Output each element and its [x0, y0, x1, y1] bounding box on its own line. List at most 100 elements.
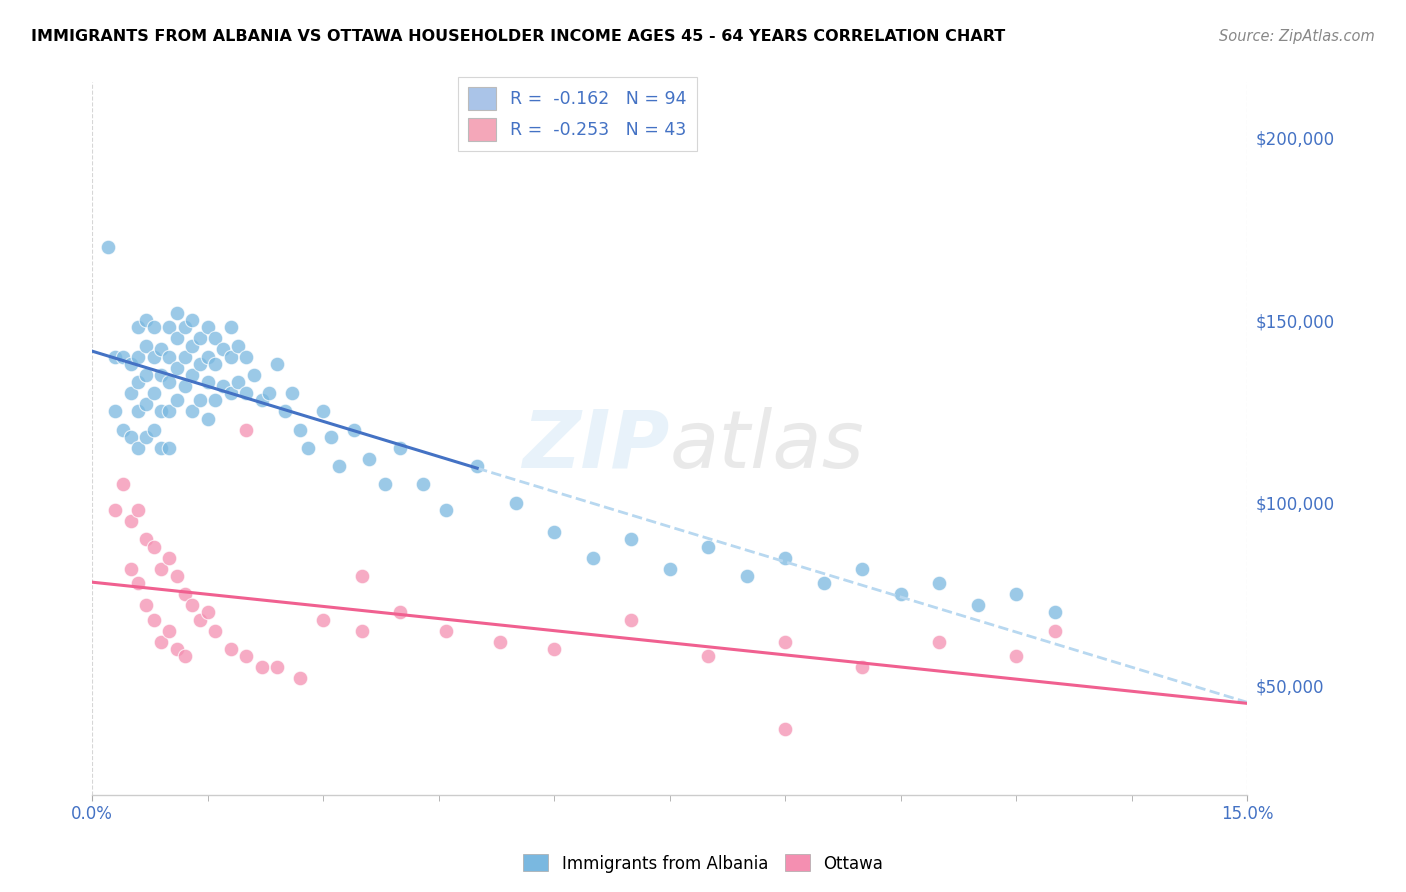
Point	[135, 397, 157, 411]
Text: Source: ZipAtlas.com: Source: ZipAtlas.com	[1219, 29, 1375, 44]
Point	[142, 423, 165, 437]
Point	[188, 393, 211, 408]
Point	[1043, 624, 1066, 638]
Point	[181, 338, 204, 352]
Point	[157, 441, 180, 455]
Point	[104, 350, 127, 364]
Point	[157, 550, 180, 565]
Legend: Immigrants from Albania, Ottawa: Immigrants from Albania, Ottawa	[516, 847, 890, 880]
Legend: R =  -0.162   N = 94, R =  -0.253   N = 43: R = -0.162 N = 94, R = -0.253 N = 43	[458, 77, 697, 151]
Point	[928, 576, 950, 591]
Point	[851, 561, 873, 575]
Point	[928, 634, 950, 648]
Point	[1005, 587, 1028, 601]
Point	[104, 503, 127, 517]
Point	[142, 350, 165, 364]
Point	[219, 350, 242, 364]
Point	[775, 550, 797, 565]
Point	[266, 660, 288, 674]
Point	[127, 320, 149, 334]
Point	[1005, 649, 1028, 664]
Point	[142, 540, 165, 554]
Point	[127, 441, 149, 455]
Point	[288, 671, 311, 685]
Point	[228, 375, 250, 389]
Point	[204, 624, 226, 638]
Point	[266, 357, 288, 371]
Point	[166, 360, 188, 375]
Point	[127, 350, 149, 364]
Point	[250, 393, 273, 408]
Point	[120, 357, 142, 371]
Point	[166, 306, 188, 320]
Point	[204, 393, 226, 408]
Point	[157, 404, 180, 418]
Text: IMMIGRANTS FROM ALBANIA VS OTTAWA HOUSEHOLDER INCOME AGES 45 - 64 YEARS CORRELAT: IMMIGRANTS FROM ALBANIA VS OTTAWA HOUSEH…	[31, 29, 1005, 44]
Point	[166, 393, 188, 408]
Point	[157, 350, 180, 364]
Point	[197, 411, 219, 425]
Point	[235, 386, 257, 401]
Point	[181, 368, 204, 382]
Point	[219, 641, 242, 656]
Point	[166, 331, 188, 345]
Point	[135, 533, 157, 547]
Point	[188, 613, 211, 627]
Text: atlas: atlas	[669, 407, 865, 485]
Point	[219, 386, 242, 401]
Point	[150, 634, 173, 648]
Point	[273, 404, 295, 418]
Point	[111, 423, 134, 437]
Point	[890, 587, 912, 601]
Point	[243, 368, 266, 382]
Point	[127, 375, 149, 389]
Point	[150, 343, 173, 357]
Point	[150, 368, 173, 382]
Point	[197, 350, 219, 364]
Point	[543, 524, 565, 539]
Point	[135, 313, 157, 327]
Point	[312, 404, 335, 418]
Point	[150, 561, 173, 575]
Point	[188, 331, 211, 345]
Point	[489, 634, 512, 648]
Point	[328, 459, 350, 474]
Point	[104, 404, 127, 418]
Point	[127, 576, 149, 591]
Point	[235, 423, 257, 437]
Point	[204, 331, 226, 345]
Point	[212, 379, 235, 393]
Point	[465, 459, 488, 474]
Point	[235, 649, 257, 664]
Point	[582, 550, 605, 565]
Point	[166, 569, 188, 583]
Point	[157, 624, 180, 638]
Point	[188, 357, 211, 371]
Point	[173, 350, 195, 364]
Text: ZIP: ZIP	[523, 407, 669, 485]
Point	[142, 386, 165, 401]
Point	[219, 320, 242, 334]
Point	[120, 386, 142, 401]
Point	[813, 576, 835, 591]
Point	[412, 477, 434, 491]
Point	[173, 587, 195, 601]
Point	[281, 386, 304, 401]
Point	[235, 350, 257, 364]
Point	[389, 605, 412, 619]
Point	[1043, 605, 1066, 619]
Point	[197, 375, 219, 389]
Point	[173, 649, 195, 664]
Point	[157, 320, 180, 334]
Point	[350, 569, 373, 583]
Point	[250, 660, 273, 674]
Point	[111, 350, 134, 364]
Point	[181, 598, 204, 612]
Point	[166, 641, 188, 656]
Point	[135, 598, 157, 612]
Point	[150, 404, 173, 418]
Point	[228, 338, 250, 352]
Point	[389, 441, 412, 455]
Point	[374, 477, 396, 491]
Point	[359, 451, 381, 466]
